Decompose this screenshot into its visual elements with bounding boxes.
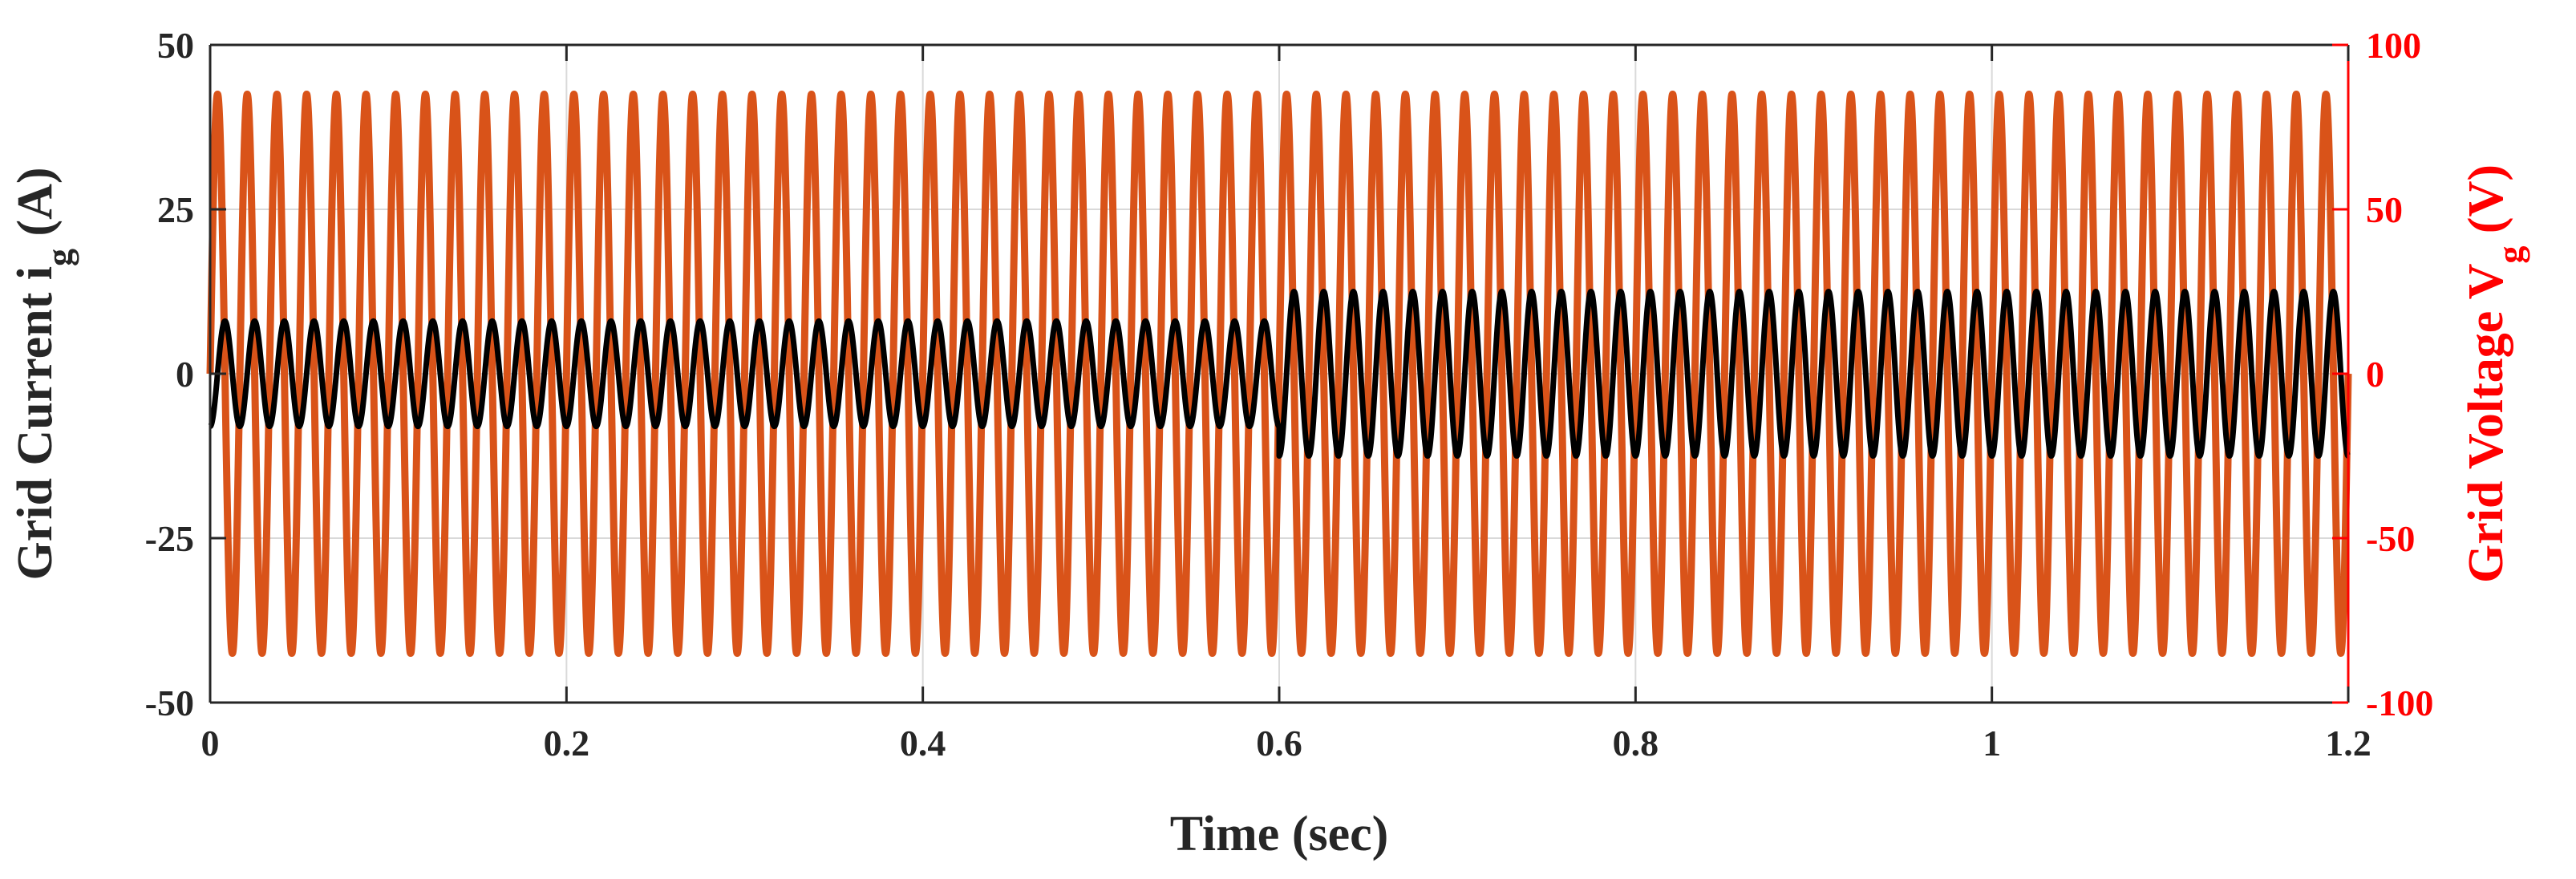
x-tick-label: 0.6 bbox=[1256, 723, 1302, 764]
y-left-tick-label: -50 bbox=[145, 683, 194, 723]
y-left-tick-label: 25 bbox=[157, 189, 194, 230]
series-line-grid-current bbox=[207, 289, 2351, 459]
y-right-axis-title: Grid Voltage Vg (V) bbox=[2459, 164, 2530, 583]
x-tick-label: 0 bbox=[201, 723, 220, 764]
y-left-axis-title: Grid Current ig (A) bbox=[8, 167, 79, 580]
y-right-axis-title-subscript: g bbox=[2491, 246, 2530, 264]
y-left-tick-label: -25 bbox=[145, 518, 194, 559]
x-tick-label: 0.2 bbox=[544, 723, 590, 764]
y-right-tick-label: 0 bbox=[2366, 354, 2384, 395]
y-right-axis-title-unit: (V) bbox=[2459, 164, 2513, 246]
y-right-tick-label: 50 bbox=[2366, 189, 2403, 230]
y-right-tick-label: -50 bbox=[2366, 518, 2415, 559]
y-left-axis-title-subscript: g bbox=[40, 249, 79, 266]
y-left-axis-title-unit: (A) bbox=[8, 167, 63, 249]
x-axis-title: Time (sec) bbox=[1170, 807, 1389, 861]
series-line-grid-voltage bbox=[206, 91, 2352, 657]
y-left-tick-label: 0 bbox=[176, 354, 194, 395]
y-left-axis-title-main: Grid Current i bbox=[8, 266, 63, 581]
x-tick-label: 0.8 bbox=[1613, 723, 1659, 764]
y-right-axis-title-main: Grid Voltage V bbox=[2459, 263, 2513, 583]
x-tick-label: 0.4 bbox=[900, 723, 946, 764]
y-right-tick-label: 100 bbox=[2366, 25, 2421, 66]
y-left-tick-label: 50 bbox=[157, 25, 194, 66]
y-right-tick-label: -100 bbox=[2366, 683, 2433, 723]
x-tick-label: 1.2 bbox=[2325, 723, 2371, 764]
x-tick-label: 1 bbox=[1983, 723, 2001, 764]
